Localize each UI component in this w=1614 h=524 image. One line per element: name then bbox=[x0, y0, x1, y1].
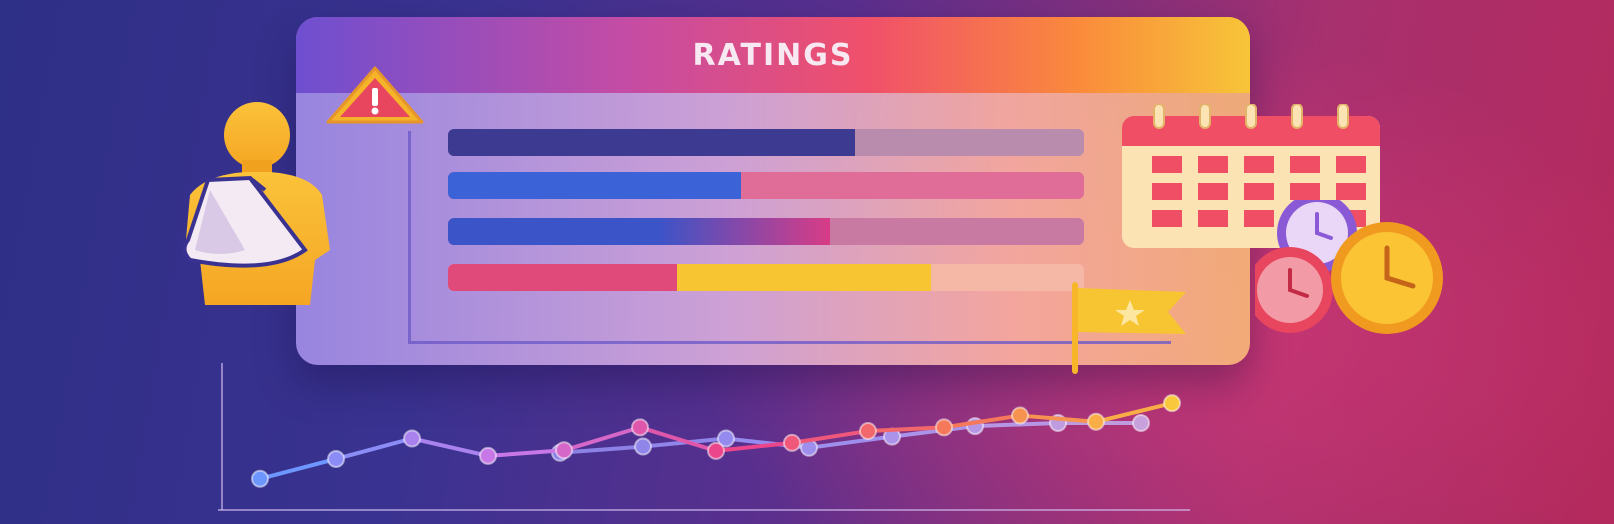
rating-bar-3 bbox=[448, 218, 1084, 245]
trend-point bbox=[251, 469, 269, 488]
trend-point bbox=[935, 418, 953, 437]
calendar-day-cell bbox=[1198, 210, 1228, 227]
rating-bar-1 bbox=[448, 129, 1084, 156]
trend-point bbox=[1087, 412, 1105, 431]
rating-bar-fill bbox=[448, 129, 856, 156]
calendar-day-cell bbox=[1152, 156, 1182, 173]
trend-line-segment bbox=[1094, 401, 1174, 424]
trend-line-segment bbox=[790, 429, 870, 445]
trend-line-segment bbox=[558, 444, 645, 455]
rating-bar-2 bbox=[448, 172, 1084, 199]
injured-person-arm-sling-icon bbox=[182, 102, 330, 305]
trend-line-chart bbox=[218, 363, 1190, 511]
calendar-day-cell bbox=[1198, 156, 1228, 173]
trend-line-segment bbox=[334, 436, 414, 461]
calendar-day-cell bbox=[1244, 210, 1274, 227]
trend-line-segment bbox=[807, 434, 894, 450]
trend-point bbox=[555, 441, 573, 460]
rating-bar-fill bbox=[448, 172, 741, 199]
trend-line-segment bbox=[410, 436, 490, 458]
calendar-day-cell bbox=[1290, 183, 1320, 200]
calendar-day-cell bbox=[1244, 156, 1274, 173]
calendar-day-cell bbox=[1290, 156, 1320, 173]
trend-line-segment bbox=[562, 425, 642, 453]
trend-line-segment bbox=[890, 424, 977, 439]
ratings-panel-header: RATINGS bbox=[296, 17, 1250, 93]
rating-bar-fill-secondary bbox=[676, 264, 932, 291]
calendar-day-cell bbox=[1152, 183, 1182, 200]
trend-point bbox=[479, 446, 497, 465]
trend-point bbox=[631, 418, 649, 437]
trend-point bbox=[327, 449, 345, 468]
calendar-day-cell bbox=[1244, 183, 1274, 200]
trend-point bbox=[707, 441, 725, 460]
trend-line-segment bbox=[866, 425, 946, 434]
calendar-day-cell bbox=[1198, 183, 1228, 200]
trend-line-segment bbox=[258, 456, 338, 481]
ratings-frame bbox=[408, 131, 1171, 344]
trend-point bbox=[1163, 394, 1181, 413]
clocks-icon bbox=[1255, 200, 1443, 334]
star-flag-icon bbox=[1072, 282, 1186, 374]
trend-point bbox=[403, 429, 421, 448]
trend-line-segment bbox=[486, 448, 566, 458]
trend-line-segment bbox=[942, 413, 1022, 430]
rating-bar-fill bbox=[448, 264, 677, 291]
calendar-day-cell bbox=[1152, 210, 1182, 227]
trend-point bbox=[1132, 414, 1150, 432]
rating-bar-4 bbox=[448, 264, 1084, 291]
trend-line-segment bbox=[714, 440, 794, 453]
rating-bar-fill bbox=[448, 218, 830, 245]
trend-point bbox=[783, 433, 801, 452]
trend-point bbox=[859, 422, 877, 441]
warning-triangle-icon bbox=[326, 66, 424, 124]
calendar-day-cell bbox=[1336, 156, 1366, 173]
trend-line-segment bbox=[1018, 413, 1098, 424]
trend-line-segment bbox=[638, 425, 718, 453]
trend-line-segment bbox=[973, 421, 1060, 429]
trend-point bbox=[1011, 406, 1029, 425]
trend-point bbox=[717, 429, 735, 448]
trend-point bbox=[634, 437, 652, 456]
ratings-title: RATINGS bbox=[692, 37, 854, 73]
calendar-day-cell bbox=[1336, 183, 1366, 200]
